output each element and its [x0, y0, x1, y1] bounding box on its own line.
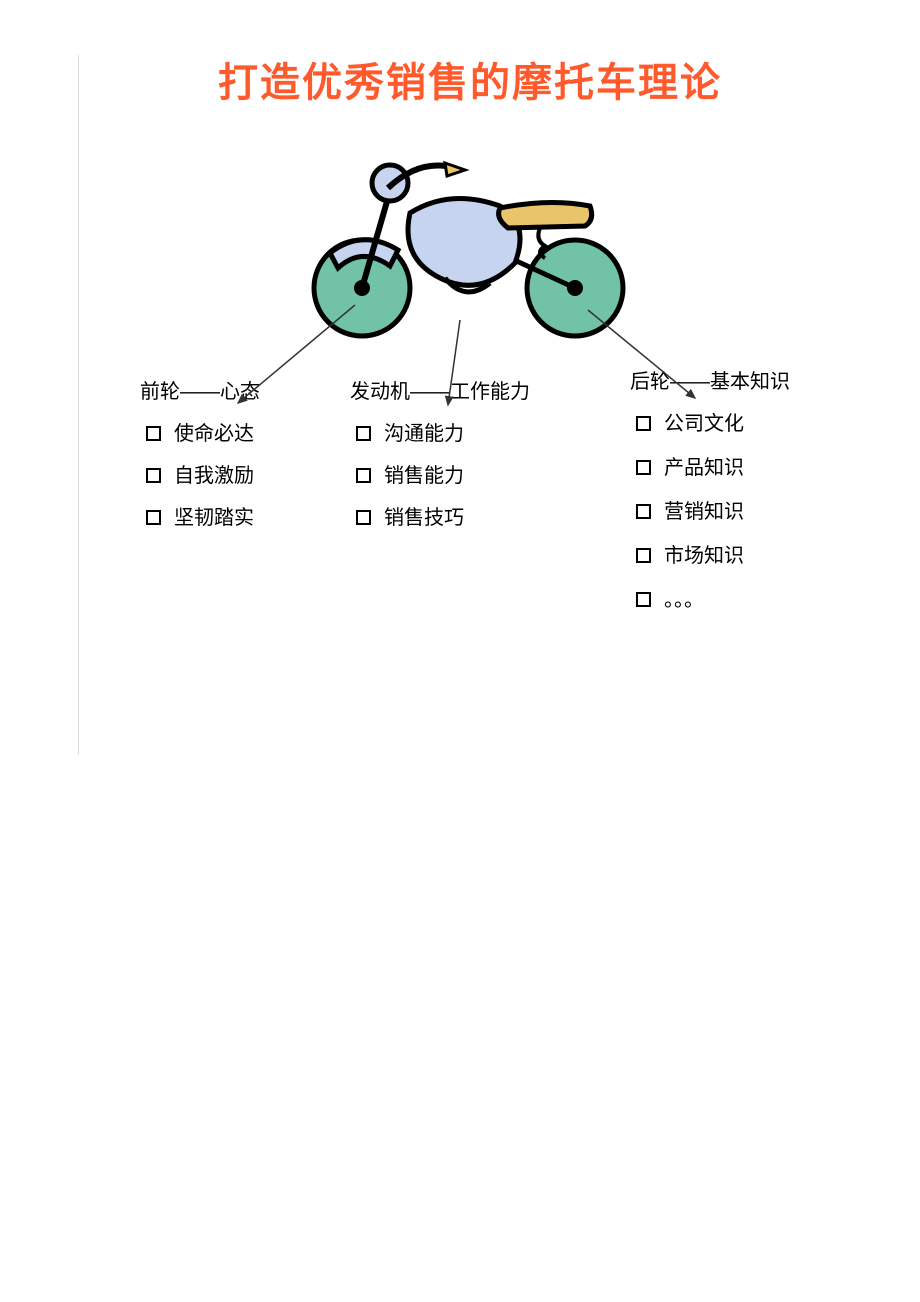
list-item: 营销知识 [636, 498, 850, 526]
column-heading: 前轮——心态 [140, 378, 350, 406]
list-item: 公司文化 [636, 410, 850, 438]
list-item: 坚韧踏实 [146, 504, 350, 532]
column-heading: 后轮——基本知识 [630, 368, 850, 396]
column-heading: 发动机——工作能力 [350, 378, 630, 406]
handlebar-grip [445, 163, 465, 176]
column-front-wheel: 前轮——心态 使命必达 自我激励 坚韧踏实 [140, 378, 350, 630]
bullet-list: 使命必达 自我激励 坚韧踏实 [140, 420, 350, 532]
motorcycle-icon [290, 128, 650, 348]
bullet-list: 沟通能力 销售能力 销售技巧 [350, 420, 630, 532]
list-item: 销售能力 [356, 462, 630, 490]
column-engine: 发动机——工作能力 沟通能力 销售能力 销售技巧 [350, 378, 630, 630]
list-item: 使命必达 [146, 420, 350, 448]
list-item: 销售技巧 [356, 504, 630, 532]
seat [499, 202, 592, 228]
list-item: 市场知识 [636, 542, 850, 570]
diagram-title: 打造优秀销售的摩托车理论 [90, 50, 850, 108]
bullet-list: 公司文化 产品知识 营销知识 市场知识 。。。 [630, 410, 850, 614]
list-item: 自我激励 [146, 462, 350, 490]
list-item: 产品知识 [636, 454, 850, 482]
column-rear-wheel: 后轮——基本知识 公司文化 产品知识 营销知识 市场知识 。。。 [630, 368, 850, 630]
list-item: 沟通能力 [356, 420, 630, 448]
motorcycle-illustration [90, 128, 850, 348]
columns-container: 前轮——心态 使命必达 自我激励 坚韧踏实 发动机——工作能力 沟通能力 销售能… [90, 378, 850, 630]
list-item: 。。。 [636, 586, 850, 614]
page-margin-line [78, 55, 79, 755]
